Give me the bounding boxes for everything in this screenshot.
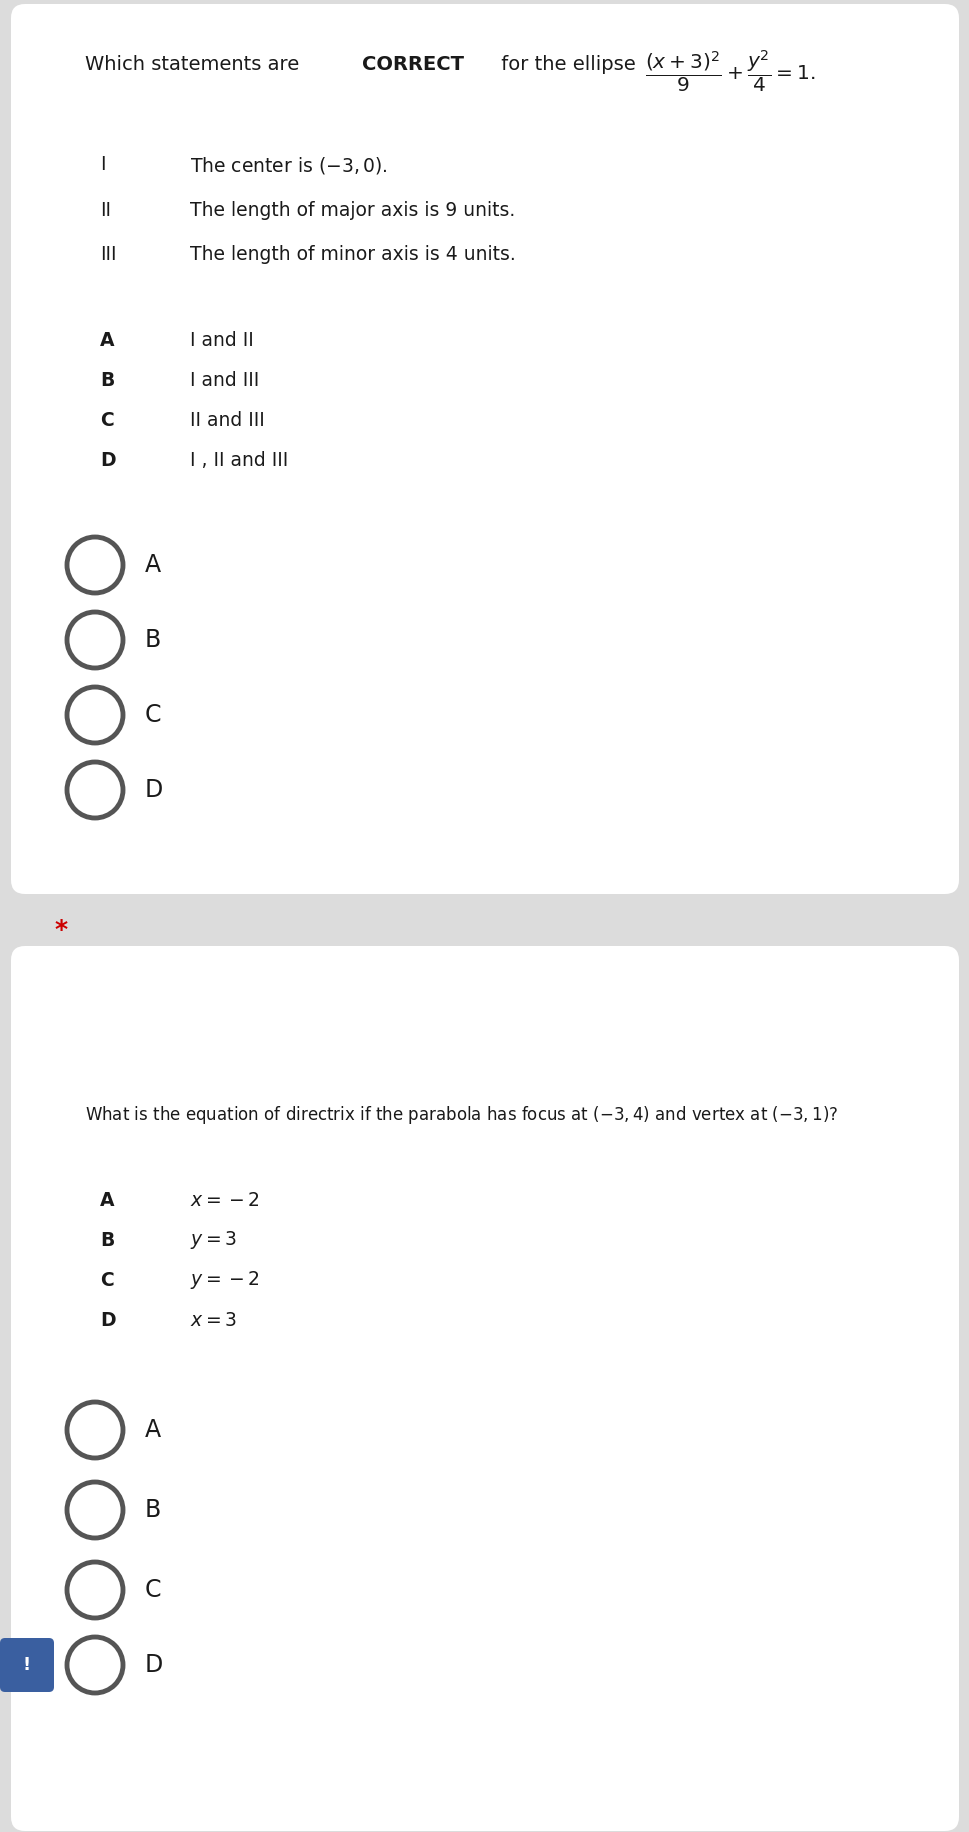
Text: D: D [100, 451, 115, 469]
Text: What is the equation of directrix if the parabola has focus at $(-3,4)$ and vert: What is the equation of directrix if the… [85, 1105, 837, 1127]
Text: Which statements are: Which statements are [85, 55, 305, 75]
Text: $y=3$: $y=3$ [190, 1229, 236, 1251]
Text: C: C [144, 1577, 161, 1601]
FancyBboxPatch shape [11, 4, 958, 894]
Text: B: B [100, 370, 114, 390]
Text: I: I [100, 156, 106, 174]
Text: I and III: I and III [190, 370, 259, 390]
Text: *: * [55, 918, 68, 942]
Text: CORRECT: CORRECT [361, 55, 463, 75]
Text: A: A [144, 1418, 161, 1442]
Text: The center is $(-3,0)$.: The center is $(-3,0)$. [190, 154, 388, 176]
Text: A: A [144, 553, 161, 577]
Text: The length of major axis is 9 units.: The length of major axis is 9 units. [190, 200, 515, 220]
Text: The length of minor axis is 4 units.: The length of minor axis is 4 units. [190, 245, 516, 264]
Text: II: II [100, 200, 110, 220]
Text: C: C [100, 410, 113, 429]
Text: C: C [144, 703, 161, 727]
Text: III: III [100, 245, 116, 264]
Text: $y=-2$: $y=-2$ [190, 1270, 260, 1292]
FancyBboxPatch shape [0, 1638, 54, 1693]
Text: B: B [144, 1499, 161, 1522]
Text: I , II and III: I , II and III [190, 451, 288, 469]
Text: A: A [100, 330, 114, 350]
Text: $x=3$: $x=3$ [190, 1310, 236, 1330]
Text: D: D [144, 1652, 163, 1676]
Text: $x=-2$: $x=-2$ [190, 1191, 260, 1209]
Text: B: B [144, 628, 161, 652]
Text: B: B [100, 1231, 114, 1249]
Text: for the ellipse: for the ellipse [494, 55, 635, 75]
Text: II and III: II and III [190, 410, 265, 429]
Text: D: D [100, 1310, 115, 1330]
Text: D: D [144, 779, 163, 802]
Text: $\dfrac{(x+3)^{2}}{9}+\dfrac{y^{2}}{4}=1.$: $\dfrac{(x+3)^{2}}{9}+\dfrac{y^{2}}{4}=1… [644, 49, 815, 95]
Text: A: A [100, 1191, 114, 1209]
Text: C: C [100, 1271, 113, 1290]
FancyBboxPatch shape [11, 945, 958, 1830]
Text: I and II: I and II [190, 330, 254, 350]
Text: !: ! [23, 1656, 31, 1674]
